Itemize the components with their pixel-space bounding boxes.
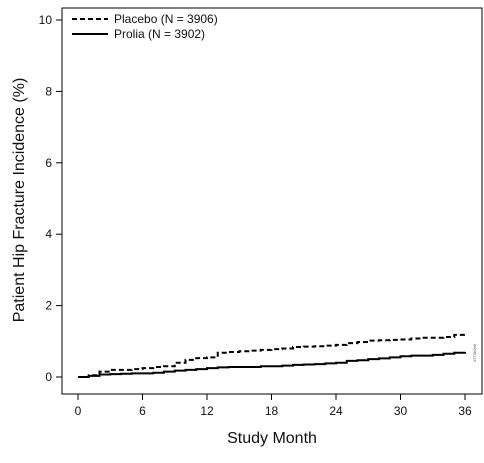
x-tick-label: 36: [458, 404, 472, 418]
x-tick-label: 24: [329, 404, 343, 418]
y-tick-label: 0: [45, 370, 52, 384]
legend-prolia-label: Prolia (N = 3902): [114, 27, 205, 41]
y-tick-label: 10: [39, 13, 53, 27]
watermark-code: 0773b0b8: [472, 343, 477, 362]
y-tick-label: 8: [45, 84, 52, 98]
x-tick-label: 6: [139, 404, 146, 418]
x-tick-label: 12: [200, 404, 214, 418]
x-axis-title: Study Month: [227, 430, 317, 447]
y-axis-title: Patient Hip Fracture Incidence (%): [11, 78, 28, 323]
series-layer: [78, 333, 466, 378]
legend: Placebo (N = 3906)Prolia (N = 3902): [72, 12, 218, 41]
x-axis-ticks: 0 6 12 18 24 30 36: [75, 394, 472, 418]
x-tick-label: 30: [394, 404, 408, 418]
legend-placebo-label: Placebo (N = 3906): [114, 12, 218, 26]
y-tick-label: 2: [45, 299, 52, 313]
prolia-series-line: [78, 351, 466, 378]
plot-frame: [61, 7, 483, 395]
y-tick-label: 4: [45, 227, 52, 241]
x-tick-label: 0: [75, 404, 82, 418]
y-axis-ticks: 0 2 4 6 8 10: [39, 13, 62, 384]
x-tick-label: 18: [265, 404, 279, 418]
plot-area: [61, 7, 483, 395]
y-tick-label: 6: [45, 156, 52, 170]
placebo-series-line: [78, 333, 466, 378]
